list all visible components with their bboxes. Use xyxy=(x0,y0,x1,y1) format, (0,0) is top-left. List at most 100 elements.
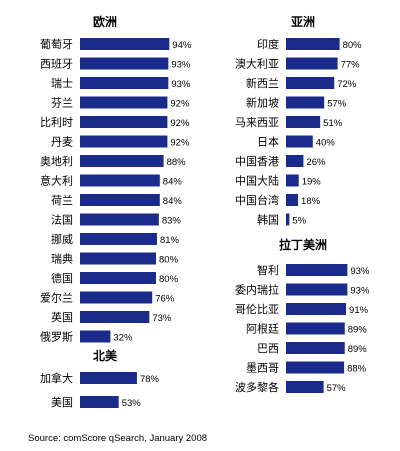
category-label: 印度 xyxy=(257,37,279,51)
bar xyxy=(286,174,299,187)
value-label: 88% xyxy=(167,157,187,168)
value-label: 57% xyxy=(327,99,347,110)
value-label: 92% xyxy=(170,99,190,110)
category-label: 美国 xyxy=(51,396,73,409)
value-label: 53% xyxy=(122,398,142,409)
value-label: 26% xyxy=(306,157,326,168)
value-label: 80% xyxy=(159,255,179,266)
value-label: 76% xyxy=(155,294,175,305)
category-label: 中国台湾 xyxy=(235,193,279,207)
bar xyxy=(286,135,313,148)
value-label: 93% xyxy=(350,266,370,277)
value-label: 89% xyxy=(348,325,368,336)
category-label: 瑞典 xyxy=(51,252,73,266)
category-label: 巴西 xyxy=(257,342,279,355)
value-label: 91% xyxy=(349,305,369,316)
bar xyxy=(80,372,137,384)
value-label: 93% xyxy=(350,286,370,297)
bar xyxy=(286,155,304,167)
category-label: 瑞士 xyxy=(51,76,73,90)
value-label: 78% xyxy=(140,374,160,385)
bar xyxy=(286,116,321,128)
value-label: 94% xyxy=(172,40,192,51)
value-label: 51% xyxy=(323,118,343,129)
value-label: 77% xyxy=(341,60,361,71)
value-label: 18% xyxy=(301,196,321,207)
category-label: 日本 xyxy=(257,135,279,149)
bar xyxy=(286,213,290,226)
category-label: 智利 xyxy=(257,263,279,277)
value-label: 83% xyxy=(162,216,182,227)
category-label: 中国香港 xyxy=(235,155,279,168)
panel-title: 北美 xyxy=(93,348,118,363)
category-label: 韩国 xyxy=(257,213,279,227)
category-label: 加拿大 xyxy=(40,371,73,385)
bar xyxy=(80,77,169,89)
value-label: 80% xyxy=(343,40,363,51)
category-label: 阿根廷 xyxy=(246,322,279,336)
value-label: 19% xyxy=(302,177,322,188)
category-label: 墨西哥 xyxy=(246,362,279,375)
bar xyxy=(286,57,338,70)
category-label: 比利时 xyxy=(40,116,73,129)
bar xyxy=(80,116,168,128)
bar xyxy=(80,213,159,226)
bar xyxy=(80,174,160,187)
panel-title: 欧洲 xyxy=(93,14,117,29)
category-label: 英国 xyxy=(51,310,73,324)
bar xyxy=(80,291,153,304)
category-label: 澳大利亚 xyxy=(235,57,279,71)
category-label: 波多黎各 xyxy=(235,380,279,394)
value-label: 89% xyxy=(348,344,368,355)
category-label: 马来西亚 xyxy=(235,116,279,129)
value-label: 93% xyxy=(171,60,191,71)
bar xyxy=(80,330,111,343)
category-label: 西班牙 xyxy=(40,58,73,71)
category-label: 委内瑞拉 xyxy=(235,283,279,297)
bar xyxy=(80,96,168,109)
value-label: 92% xyxy=(170,118,190,129)
bar xyxy=(286,194,299,206)
bar xyxy=(80,252,156,265)
value-label: 40% xyxy=(316,138,336,149)
bar xyxy=(286,303,347,315)
category-label: 丹麦 xyxy=(51,136,73,149)
category-label: 德国 xyxy=(51,271,73,285)
panel-title: 亚洲 xyxy=(291,15,315,29)
bar xyxy=(286,322,345,335)
value-label: 5% xyxy=(292,216,306,227)
panel-title: 拉丁美洲 xyxy=(279,237,327,252)
bar xyxy=(80,396,119,408)
bar xyxy=(286,283,348,296)
bar xyxy=(286,96,325,109)
value-label: 81% xyxy=(160,235,180,246)
value-label: 88% xyxy=(347,364,367,375)
category-label: 俄罗斯 xyxy=(40,331,73,344)
bar xyxy=(286,264,348,276)
category-label: 荷兰 xyxy=(51,194,73,207)
category-label: 意大利 xyxy=(40,174,73,188)
value-label: 57% xyxy=(327,383,347,394)
bar xyxy=(80,155,164,167)
category-label: 新西兰 xyxy=(246,76,279,90)
bar xyxy=(80,57,169,70)
value-label: 72% xyxy=(337,79,357,90)
value-label: 84% xyxy=(163,196,183,207)
bar xyxy=(286,381,324,393)
bar xyxy=(286,77,335,89)
bar xyxy=(286,361,345,374)
category-label: 奥地利 xyxy=(40,154,73,168)
value-label: 93% xyxy=(171,79,191,90)
category-label: 葡萄牙 xyxy=(40,38,73,51)
bar xyxy=(80,135,168,148)
bar xyxy=(80,311,150,323)
category-label: 挪威 xyxy=(51,232,73,246)
bar xyxy=(80,233,157,245)
category-label: 爱尔兰 xyxy=(40,292,73,305)
category-label: 新加坡 xyxy=(246,96,279,110)
